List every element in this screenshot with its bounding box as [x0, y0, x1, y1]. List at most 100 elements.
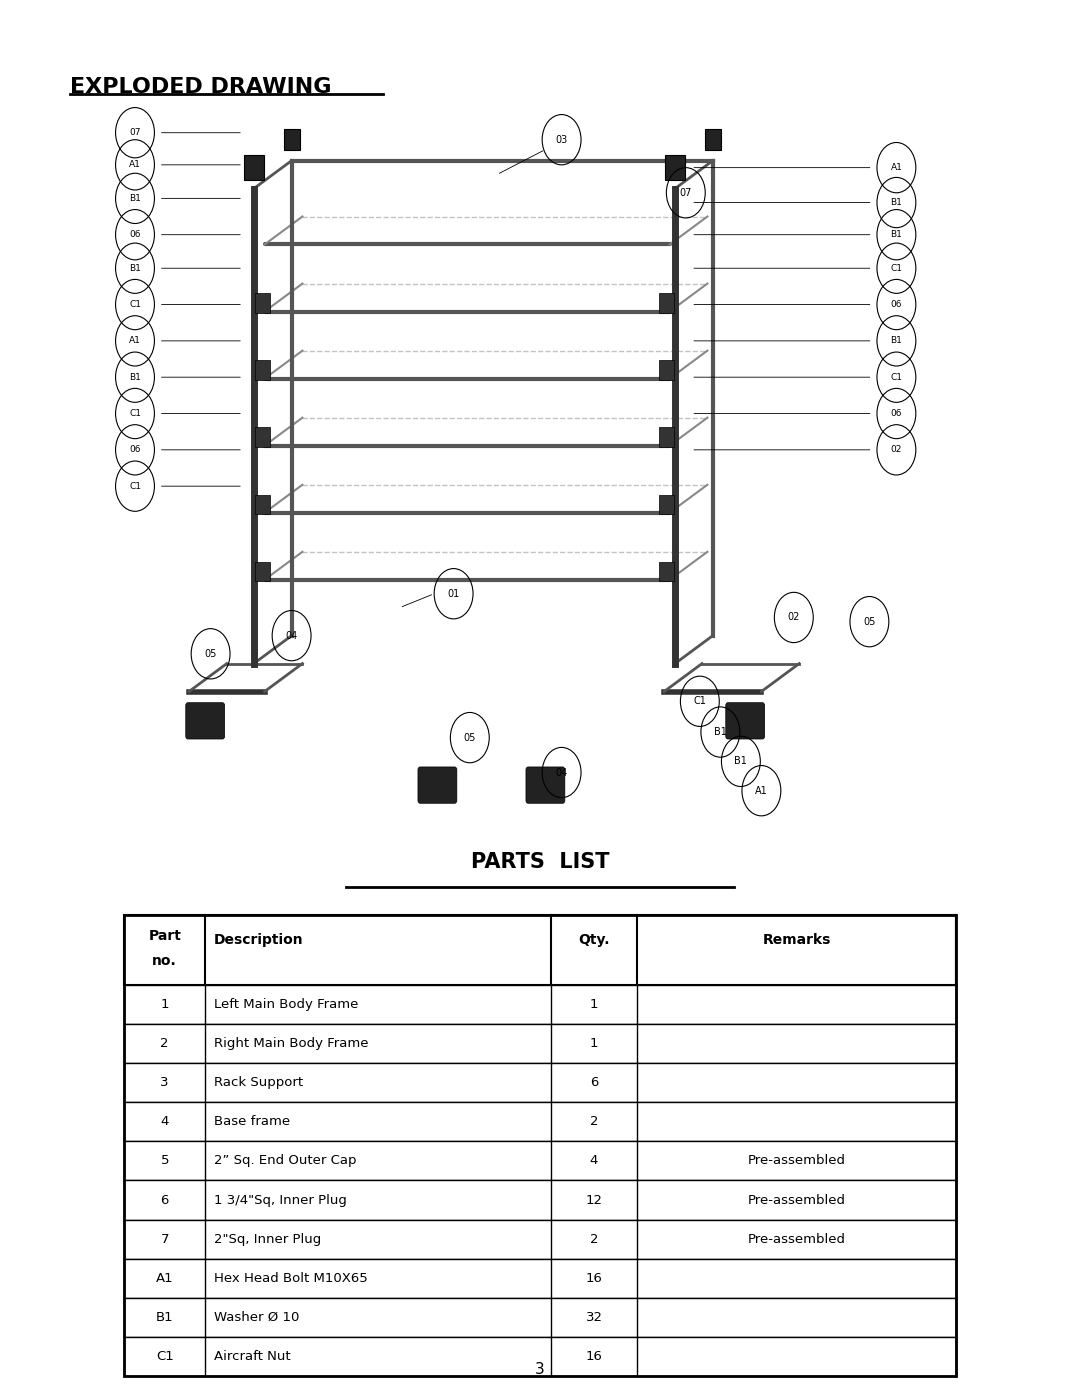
Text: 16: 16	[585, 1271, 603, 1285]
Bar	[124, 1259, 956, 1298]
Text: 02: 02	[787, 612, 800, 623]
Bar	[255, 495, 270, 514]
Text: C1: C1	[693, 696, 706, 707]
Text: 05: 05	[204, 648, 217, 659]
Bar	[124, 1141, 956, 1180]
Text: 07: 07	[130, 129, 140, 137]
Text: Description: Description	[214, 933, 303, 947]
Text: Hex Head Bolt M10X65: Hex Head Bolt M10X65	[214, 1271, 367, 1285]
Text: 04: 04	[285, 630, 298, 641]
Text: B1: B1	[891, 337, 902, 345]
Bar	[255, 427, 270, 447]
Text: 1 3/4"Sq, Inner Plug: 1 3/4"Sq, Inner Plug	[214, 1193, 347, 1207]
Text: PARTS  LIST: PARTS LIST	[471, 852, 609, 872]
Text: 02: 02	[891, 446, 902, 454]
Text: 1: 1	[161, 997, 168, 1011]
Text: Pre-assembled: Pre-assembled	[747, 1154, 846, 1168]
Text: 6: 6	[590, 1076, 598, 1090]
Text: C1: C1	[890, 264, 903, 272]
Bar	[705, 130, 721, 151]
Text: B1: B1	[891, 231, 902, 239]
Bar	[124, 915, 956, 985]
Text: 06: 06	[130, 446, 140, 454]
Text: Aircraft Nut: Aircraft Nut	[214, 1350, 291, 1363]
Bar	[255, 293, 270, 313]
Text: 05: 05	[863, 616, 876, 627]
Text: 1: 1	[590, 1037, 598, 1051]
Text: 3: 3	[535, 1362, 545, 1376]
Text: Remarks: Remarks	[762, 933, 831, 947]
Bar	[255, 562, 270, 581]
Text: A1: A1	[130, 337, 140, 345]
Text: 2: 2	[590, 1232, 598, 1246]
Text: 6: 6	[161, 1193, 168, 1207]
Text: 07: 07	[679, 187, 692, 198]
Text: C1: C1	[129, 409, 141, 418]
Text: 1: 1	[590, 997, 598, 1011]
Text: 05: 05	[463, 732, 476, 743]
Text: 3: 3	[161, 1076, 168, 1090]
FancyBboxPatch shape	[726, 703, 765, 739]
FancyBboxPatch shape	[186, 703, 225, 739]
Text: Pre-assembled: Pre-assembled	[747, 1193, 846, 1207]
Text: Part: Part	[148, 929, 181, 943]
Bar	[124, 1180, 956, 1220]
Bar	[124, 985, 956, 1024]
Text: 4: 4	[590, 1154, 598, 1168]
Text: B1: B1	[734, 756, 747, 767]
Text: A1: A1	[755, 785, 768, 796]
Text: Pre-assembled: Pre-assembled	[747, 1232, 846, 1246]
Text: C1: C1	[129, 482, 141, 490]
Bar	[659, 293, 674, 313]
Text: A1: A1	[891, 163, 902, 172]
Bar	[665, 155, 685, 180]
Bar	[283, 130, 300, 151]
Text: 2: 2	[590, 1115, 598, 1129]
Text: 4: 4	[161, 1115, 168, 1129]
Text: B1: B1	[130, 373, 140, 381]
Text: 06: 06	[891, 300, 902, 309]
Text: 04: 04	[555, 767, 568, 778]
Text: Qty.: Qty.	[578, 933, 610, 947]
Bar	[659, 562, 674, 581]
Text: 01: 01	[447, 588, 460, 599]
Text: 5: 5	[161, 1154, 168, 1168]
Text: B1: B1	[130, 264, 140, 272]
Text: Rack Support: Rack Support	[214, 1076, 303, 1090]
Text: C1: C1	[129, 300, 141, 309]
Text: no.: no.	[152, 954, 177, 968]
Text: C1: C1	[890, 373, 903, 381]
Text: 32: 32	[585, 1310, 603, 1324]
Bar	[659, 495, 674, 514]
Text: 7: 7	[161, 1232, 168, 1246]
FancyBboxPatch shape	[526, 767, 565, 803]
Text: 06: 06	[891, 409, 902, 418]
FancyBboxPatch shape	[418, 767, 457, 803]
Bar	[124, 1337, 956, 1376]
Text: 12: 12	[585, 1193, 603, 1207]
Text: A1: A1	[156, 1271, 174, 1285]
Text: B1: B1	[891, 198, 902, 207]
Bar	[244, 155, 264, 180]
Text: EXPLODED DRAWING: EXPLODED DRAWING	[70, 77, 332, 96]
Text: 16: 16	[585, 1350, 603, 1363]
Bar	[124, 1220, 956, 1259]
Bar	[659, 427, 674, 447]
Text: 2: 2	[161, 1037, 168, 1051]
Text: B1: B1	[156, 1310, 174, 1324]
Bar	[124, 1102, 956, 1141]
Text: B1: B1	[130, 194, 140, 203]
Text: A1: A1	[130, 161, 140, 169]
Text: C1: C1	[156, 1350, 174, 1363]
Bar	[124, 1024, 956, 1063]
Bar	[255, 360, 270, 380]
Text: B1: B1	[714, 726, 727, 738]
Bar	[124, 1298, 956, 1337]
Bar	[124, 915, 956, 1376]
Text: 2” Sq. End Outer Cap: 2” Sq. End Outer Cap	[214, 1154, 356, 1168]
Text: Washer Ø 10: Washer Ø 10	[214, 1310, 299, 1324]
Text: Right Main Body Frame: Right Main Body Frame	[214, 1037, 368, 1051]
Text: Left Main Body Frame: Left Main Body Frame	[214, 997, 359, 1011]
Bar	[124, 1063, 956, 1102]
Bar	[659, 360, 674, 380]
